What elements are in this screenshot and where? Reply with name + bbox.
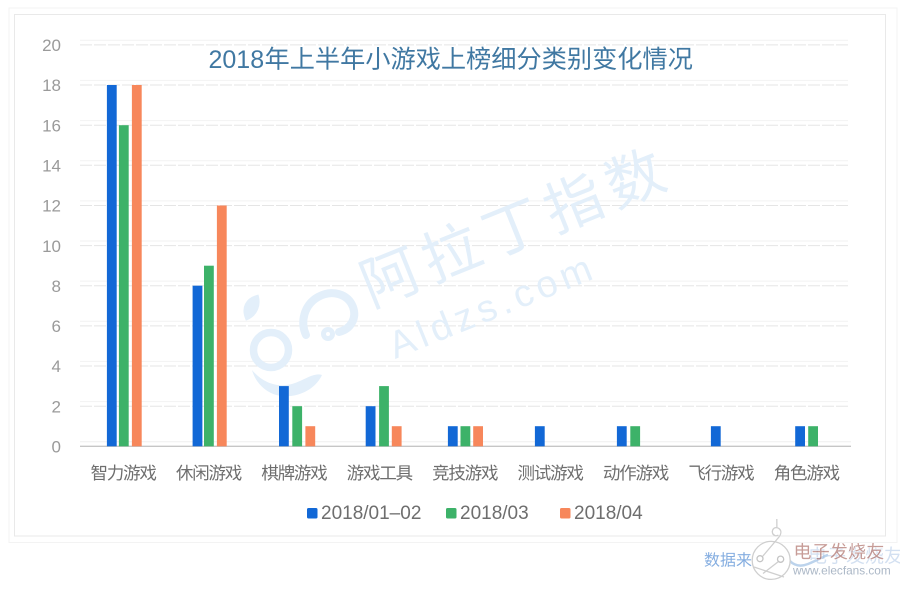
svg-text:18: 18	[42, 76, 61, 95]
svg-text:8: 8	[52, 277, 61, 296]
svg-text:12: 12	[42, 197, 61, 216]
svg-text:20: 20	[42, 36, 61, 55]
svg-text:2018/04: 2018/04	[574, 503, 643, 524]
svg-text:2018/03: 2018/03	[460, 503, 529, 524]
svg-text:14: 14	[42, 157, 61, 176]
svg-text:10: 10	[42, 237, 61, 256]
svg-text:2018/01–02: 2018/01–02	[321, 503, 421, 524]
svg-text:16: 16	[42, 116, 61, 135]
svg-text:2018: 2018	[209, 46, 265, 74]
svg-text:2: 2	[52, 397, 61, 416]
svg-text:0: 0	[52, 438, 61, 457]
svg-text:4: 4	[52, 357, 61, 376]
svg-text:www.elecfans.com: www.elecfans.com	[792, 564, 891, 578]
svg-text:6: 6	[52, 317, 61, 336]
